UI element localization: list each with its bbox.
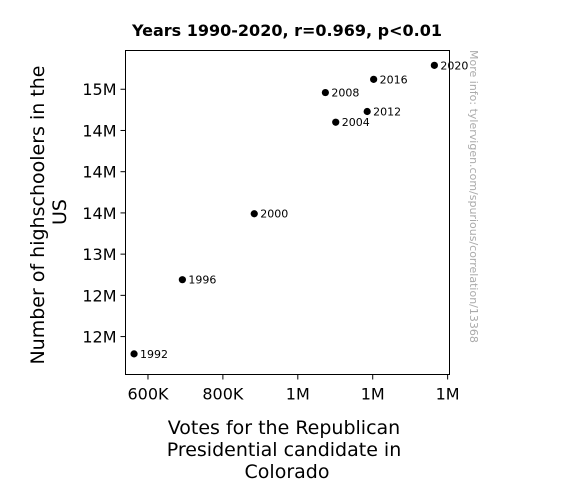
data-point-label: 2004 [342,116,370,129]
y-axis-label-line-1: Number of highschoolers in the [27,66,49,365]
y-axis-label-line-2: US [49,199,71,225]
x-axis-label-line-3: Colorado [245,461,330,483]
data-point-1992 [130,350,138,358]
x-axis: 600K 800K 1M 1M 1M [127,374,460,404]
data-point-label: 2012 [373,106,401,119]
x-tick-label: 1M [286,385,310,404]
x-axis-label-line-1: Votes for the Republican [168,417,401,439]
data-point-label: 1992 [140,348,168,361]
x-tick-label: 800K [202,385,244,404]
y-axis: 12M 12M 13M 14M 14M 14M 15M [82,80,126,347]
x-tick-label: 1M [436,385,460,404]
data-point-label: 1996 [188,274,216,287]
y-tick-label: 12M [82,328,116,347]
data-point-2004 [332,118,340,126]
data-point-2020 [430,61,438,69]
data-point-label: 2020 [440,59,468,72]
data-point-2012 [363,107,371,116]
y-tick-label: 15M [82,80,116,99]
data-point-1996 [178,276,186,284]
x-tick-label: 600K [127,385,169,404]
chart-title: Years 1990-2020, r=0.969, p<0.01 [131,21,442,40]
y-tick-label: 12M [82,286,116,305]
data-point-label: 2000 [260,208,288,221]
y-tick-label: 14M [82,163,116,182]
data-point-2008 [321,88,329,97]
data-point-2000 [250,210,258,218]
y-axis-label: Number of highschoolers in the US [27,59,71,364]
source-note: More info: tylervigen.com/spurious/corre… [467,50,480,343]
data-point-label: 2016 [380,73,408,86]
data-point-2016 [370,75,378,83]
y-tick-label: 14M [82,121,116,140]
y-tick-label: 13M [82,245,116,264]
data-points: 1992 1996 2000 2004 2008 2012 2016 2020 [130,59,468,361]
x-axis-label: Votes for the Republican Presidential ca… [167,417,408,483]
x-axis-label-line-2: Presidential candidate in [167,439,402,461]
data-point-label: 2008 [331,87,359,100]
y-tick-label: 14M [82,204,116,223]
x-tick-label: 1M [361,385,385,404]
